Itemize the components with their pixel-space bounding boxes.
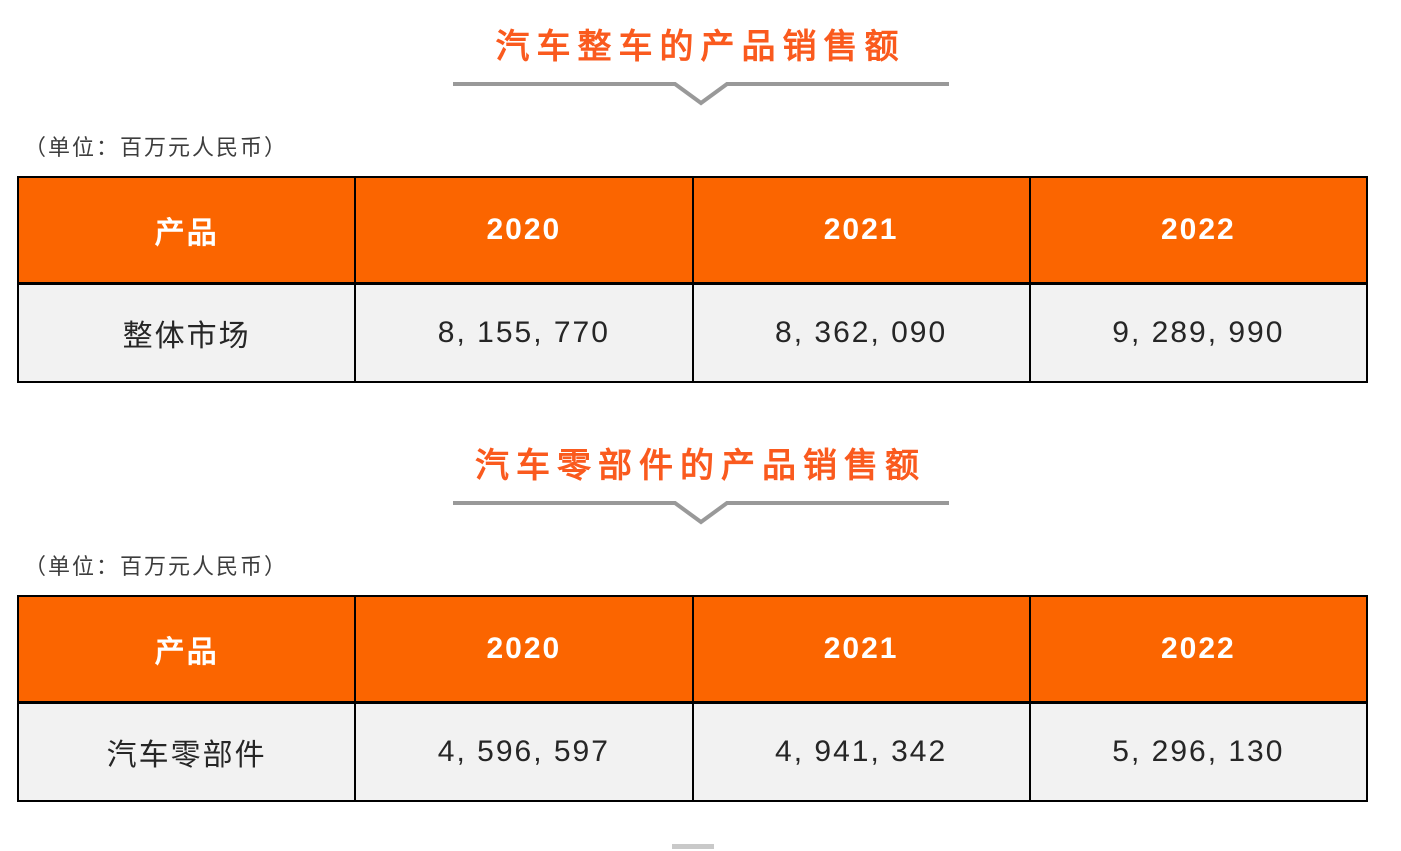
table-row: 汽车零部件 4, 596, 597 4, 941, 342 5, 296, 13…: [16, 701, 1369, 802]
cell-value-2020: 8, 155, 770: [354, 282, 694, 383]
col-header-product: 产品: [16, 176, 357, 285]
section-title: 汽车整车的产品销售额: [495, 28, 906, 66]
partial-divider-fragment: [672, 844, 714, 849]
chevron-fill: [674, 503, 727, 522]
col-header-2020: 2020: [354, 595, 694, 704]
cell-value-2021: 4, 941, 342: [691, 701, 1031, 802]
table-row: 整体市场 8, 155, 770 8, 362, 090 9, 289, 990: [16, 282, 1369, 383]
unit-note: （单位：百万元人民币）: [24, 135, 289, 160]
col-header-2021: 2021: [691, 176, 1031, 285]
title-divider-chevron: [452, 501, 949, 525]
unit-note: （单位：百万元人民币）: [24, 554, 289, 579]
row-label: 整体市场: [16, 282, 357, 383]
divider-line: [452, 82, 949, 106]
section-title: 汽车零部件的产品销售额: [475, 447, 926, 485]
cell-value-2022: 9, 289, 990: [1028, 282, 1369, 383]
table-header-row: 产品 2020 2021 2022: [16, 176, 1369, 285]
parts-sales-section: 汽车零部件的产品销售额 （单位：百万元人民币） 产品 2020 2021 202…: [0, 447, 1401, 802]
row-label: 汽车零部件: [16, 701, 357, 802]
vehicle-sales-section: 汽车整车的产品销售额 （单位：百万元人民币） 产品 2020 2021 2022…: [0, 28, 1401, 383]
table-header-row: 产品 2020 2021 2022: [16, 595, 1369, 704]
cell-value-2022: 5, 296, 130: [1028, 701, 1369, 802]
col-header-2022: 2022: [1028, 595, 1369, 704]
col-header-2020: 2020: [354, 176, 694, 285]
vehicle-sales-table: 产品 2020 2021 2022 整体市场 8, 155, 770 8, 36…: [16, 176, 1369, 383]
cell-value-2021: 8, 362, 090: [691, 282, 1031, 383]
cell-value-2020: 4, 596, 597: [354, 701, 694, 802]
title-divider-chevron: [452, 82, 949, 106]
chevron-fill: [674, 84, 727, 103]
col-header-product: 产品: [16, 595, 357, 704]
divider-line: [452, 501, 949, 525]
col-header-2022: 2022: [1028, 176, 1369, 285]
parts-sales-table: 产品 2020 2021 2022 汽车零部件 4, 596, 597 4, 9…: [16, 595, 1369, 802]
col-header-2021: 2021: [691, 595, 1031, 704]
